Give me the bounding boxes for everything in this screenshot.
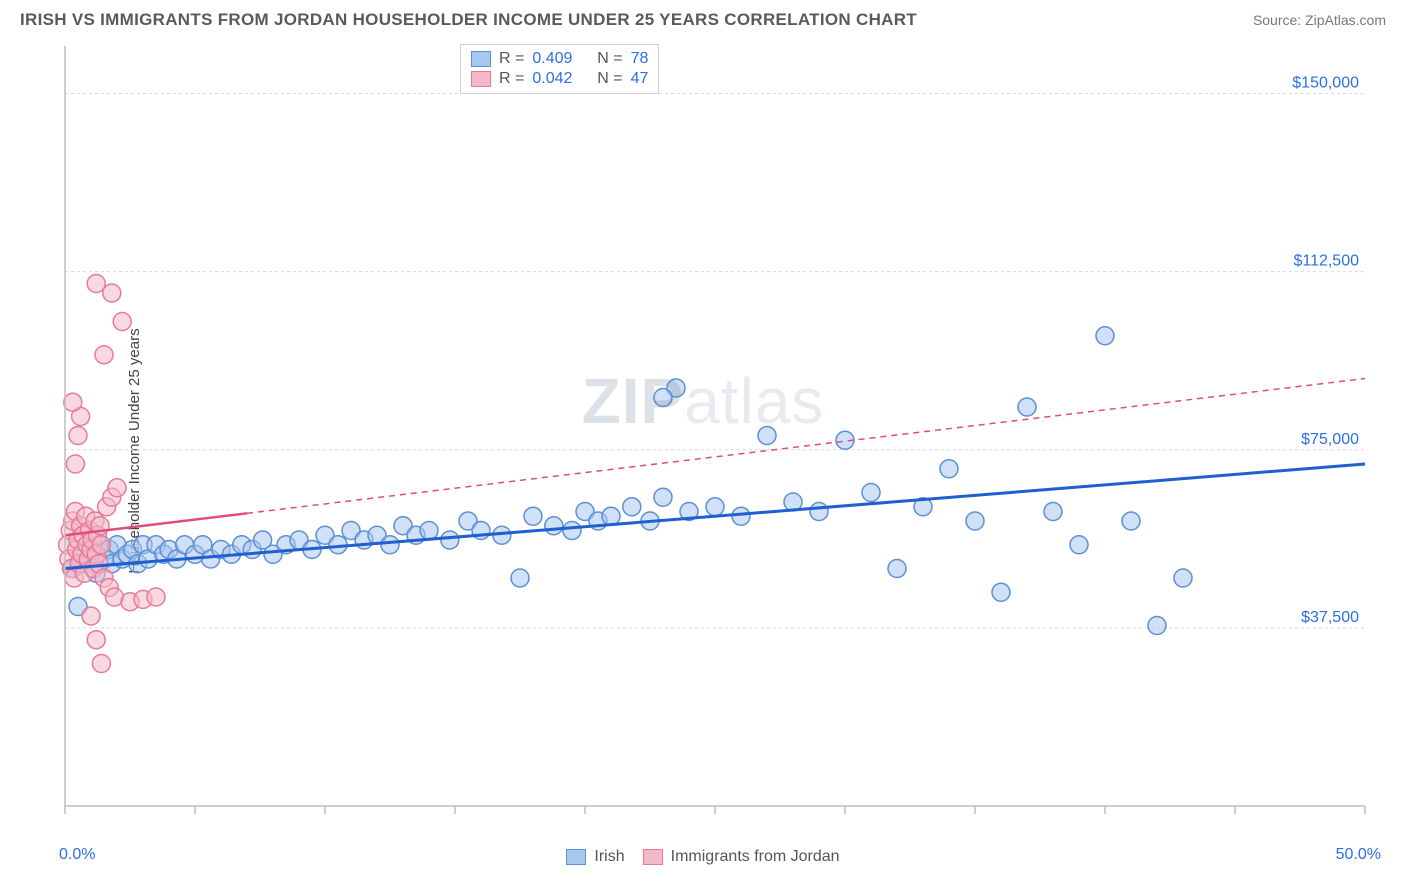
r-label: R = — [499, 50, 524, 68]
chart-header: IRISH VS IMMIGRANTS FROM JORDAN HOUSEHOL… — [0, 0, 1406, 36]
series-legend: Irish Immigrants from Jordan — [0, 848, 1406, 866]
chart-container: Householder Income Under 25 years $37,50… — [0, 36, 1406, 866]
r-value: 0.042 — [532, 70, 572, 88]
legend-swatch — [471, 51, 491, 67]
r-value: 0.409 — [532, 50, 572, 68]
n-value: 47 — [631, 70, 649, 88]
correlation-legend: R = 0.409 N = 78 R = 0.042 N = 47 — [460, 44, 659, 94]
n-label: N = — [597, 70, 622, 88]
chart-source: Source: ZipAtlas.com — [1253, 12, 1386, 28]
n-label: N = — [597, 50, 622, 68]
legend-label: Immigrants from Jordan — [671, 848, 840, 866]
r-label: R = — [499, 70, 524, 88]
scatter-chart: $37,500 $75,000 $112,500 $150,000 — [55, 36, 1385, 836]
legend-swatch — [566, 849, 586, 865]
legend-item: Immigrants from Jordan — [643, 848, 840, 866]
chart-title: IRISH VS IMMIGRANTS FROM JORDAN HOUSEHOL… — [20, 10, 917, 30]
legend-swatch — [643, 849, 663, 865]
svg-text:$150,000: $150,000 — [1292, 75, 1359, 92]
svg-text:$37,500: $37,500 — [1301, 609, 1359, 626]
legend-swatch — [471, 71, 491, 87]
legend-label: Irish — [594, 848, 624, 866]
n-value: 78 — [631, 50, 649, 68]
svg-text:$112,500: $112,500 — [1293, 253, 1359, 270]
legend-row: R = 0.409 N = 78 — [471, 49, 648, 69]
legend-item: Irish — [566, 848, 624, 866]
svg-text:$75,000: $75,000 — [1301, 431, 1359, 448]
legend-row: R = 0.042 N = 47 — [471, 69, 648, 89]
